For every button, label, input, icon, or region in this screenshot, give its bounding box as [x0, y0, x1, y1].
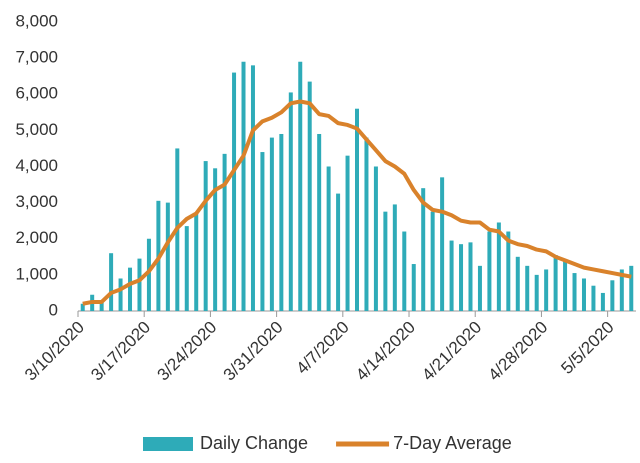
bar [364, 137, 369, 311]
bar [128, 267, 133, 311]
bar [449, 240, 454, 311]
legend-swatch [143, 437, 193, 451]
bar [355, 108, 359, 311]
bar [525, 265, 530, 311]
bar [459, 244, 464, 311]
bar [109, 253, 114, 311]
bar [203, 161, 208, 311]
x-tick-label: 3/24/2020 [153, 318, 220, 385]
bar [563, 260, 568, 311]
bar [411, 264, 416, 311]
bar [534, 274, 539, 311]
x-tick-label: 4/7/2020 [293, 318, 353, 378]
x-tick-label: 3/17/2020 [87, 318, 154, 385]
bar [336, 193, 341, 311]
legend-label: 7-Day Average [393, 433, 512, 453]
bar [288, 92, 293, 311]
bar [279, 133, 284, 311]
bar [421, 188, 426, 311]
y-tick-label: 1,000 [15, 264, 58, 283]
bar [591, 285, 596, 311]
y-tick-label: 3,000 [15, 192, 58, 211]
bar [430, 211, 435, 311]
bar [165, 202, 170, 311]
bar [222, 153, 227, 311]
bar [629, 265, 634, 311]
x-tick-label: 3/31/2020 [220, 318, 287, 385]
bar [496, 222, 501, 311]
bar [137, 258, 142, 311]
bar [99, 300, 104, 311]
x-tick-label: 5/5/2020 [557, 318, 617, 378]
bar [184, 226, 189, 311]
bar [392, 204, 397, 311]
bar [317, 133, 322, 311]
y-tick-label: 4,000 [15, 156, 58, 175]
x-tick-label: 4/28/2020 [485, 318, 552, 385]
bar [610, 280, 615, 311]
bar [619, 269, 624, 311]
bar [232, 72, 237, 311]
bar [600, 292, 605, 311]
bar [373, 166, 378, 311]
bar [581, 278, 586, 311]
x-tick-label: 3/10/2020 [21, 318, 88, 385]
bar [80, 303, 85, 311]
bar [213, 168, 218, 311]
y-tick-label: 6,000 [15, 84, 58, 103]
bar [326, 166, 331, 311]
y-tick-label: 8,000 [15, 11, 58, 30]
bar [118, 278, 123, 311]
y-tick-label: 0 [49, 300, 58, 319]
bar [572, 273, 577, 311]
bar [477, 265, 482, 311]
bar [402, 231, 407, 311]
x-tick-label: 4/21/2020 [418, 318, 485, 385]
bar [553, 255, 558, 311]
bar [487, 231, 492, 311]
y-tick-label: 5,000 [15, 120, 58, 139]
bar [250, 65, 255, 311]
bar [298, 61, 303, 311]
bar [515, 256, 520, 311]
bar [269, 137, 274, 311]
bar [260, 152, 265, 311]
bar [506, 231, 511, 311]
bar [468, 242, 473, 311]
y-tick-label: 2,000 [15, 228, 58, 247]
bar [383, 211, 388, 311]
x-tick-label: 4/14/2020 [352, 318, 419, 385]
bar [241, 61, 246, 311]
bar [544, 269, 549, 311]
y-tick-label: 7,000 [15, 48, 58, 67]
bar [194, 213, 199, 311]
bar [146, 238, 151, 311]
bar [440, 177, 445, 311]
line [82, 99, 632, 306]
bar [345, 155, 350, 311]
legend-label: Daily Change [200, 433, 308, 453]
bar [307, 81, 312, 311]
